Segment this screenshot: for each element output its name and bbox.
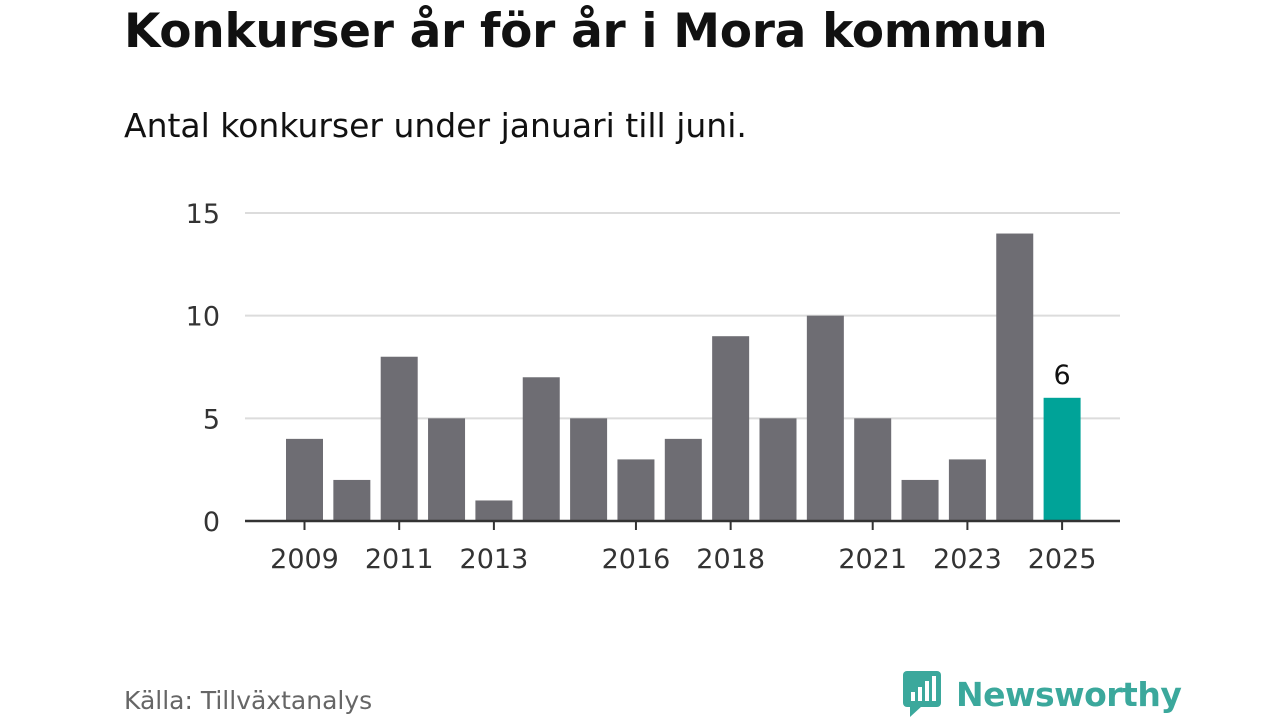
labels: 0 5 10 15 2009 2011 2013 2016 2018 2021 2023 2025 6 (186, 199, 1097, 575)
bar-2024 (996, 233, 1034, 522)
data-label-2025: 6 (1054, 360, 1071, 391)
source-note: Källa: Tillväxtanalys (124, 686, 373, 715)
y-tick-label: 10 (186, 302, 220, 333)
bar-2013 (475, 500, 513, 521)
bar-2023 (948, 459, 986, 521)
bar-2012 (428, 418, 466, 521)
newsworthy-logo: Newsworthy (902, 670, 1182, 718)
x-tick-label: 2023 (933, 544, 1002, 575)
bar-2022 (901, 479, 939, 521)
grid-lines (245, 212, 1120, 420)
bars (286, 233, 1081, 522)
bar-2015 (570, 418, 608, 521)
bar-2019 (759, 418, 797, 521)
bar-2021 (854, 418, 892, 521)
brand-name: Newsworthy (956, 674, 1182, 714)
x-tick-label: 2013 (460, 544, 529, 575)
y-tick-label: 15 (186, 199, 220, 230)
y-tick-label: 5 (203, 404, 220, 435)
bar-2025 (1043, 397, 1081, 521)
x-tick-label: 2025 (1028, 544, 1097, 575)
bar-2017 (664, 438, 702, 521)
x-tick-label: 2011 (365, 544, 434, 575)
x-tick-label: 2016 (602, 544, 671, 575)
bar-2009 (286, 438, 323, 521)
bar-2016 (617, 459, 655, 521)
bar-2014 (522, 377, 560, 521)
chart-subtitle: Antal konkurser under januari till juni. (124, 106, 747, 145)
bar-2018 (712, 336, 750, 521)
chart-title: Konkurser år för år i Mora kommun (124, 4, 1048, 59)
x-tick-label: 2009 (270, 544, 339, 575)
axes (245, 519, 1120, 530)
bar-2010 (333, 479, 371, 521)
y-tick-label: 0 (203, 507, 220, 538)
x-tick-label: 2021 (838, 544, 907, 575)
x-tick-label: 2018 (696, 544, 765, 575)
bar-chart: 0 5 10 15 2009 2011 2013 2016 2018 2021 2023 2025 6 (186, 199, 1120, 575)
bar-2011 (380, 356, 418, 521)
bar-2020 (806, 315, 844, 521)
chart-bubble-icon (903, 671, 941, 717)
